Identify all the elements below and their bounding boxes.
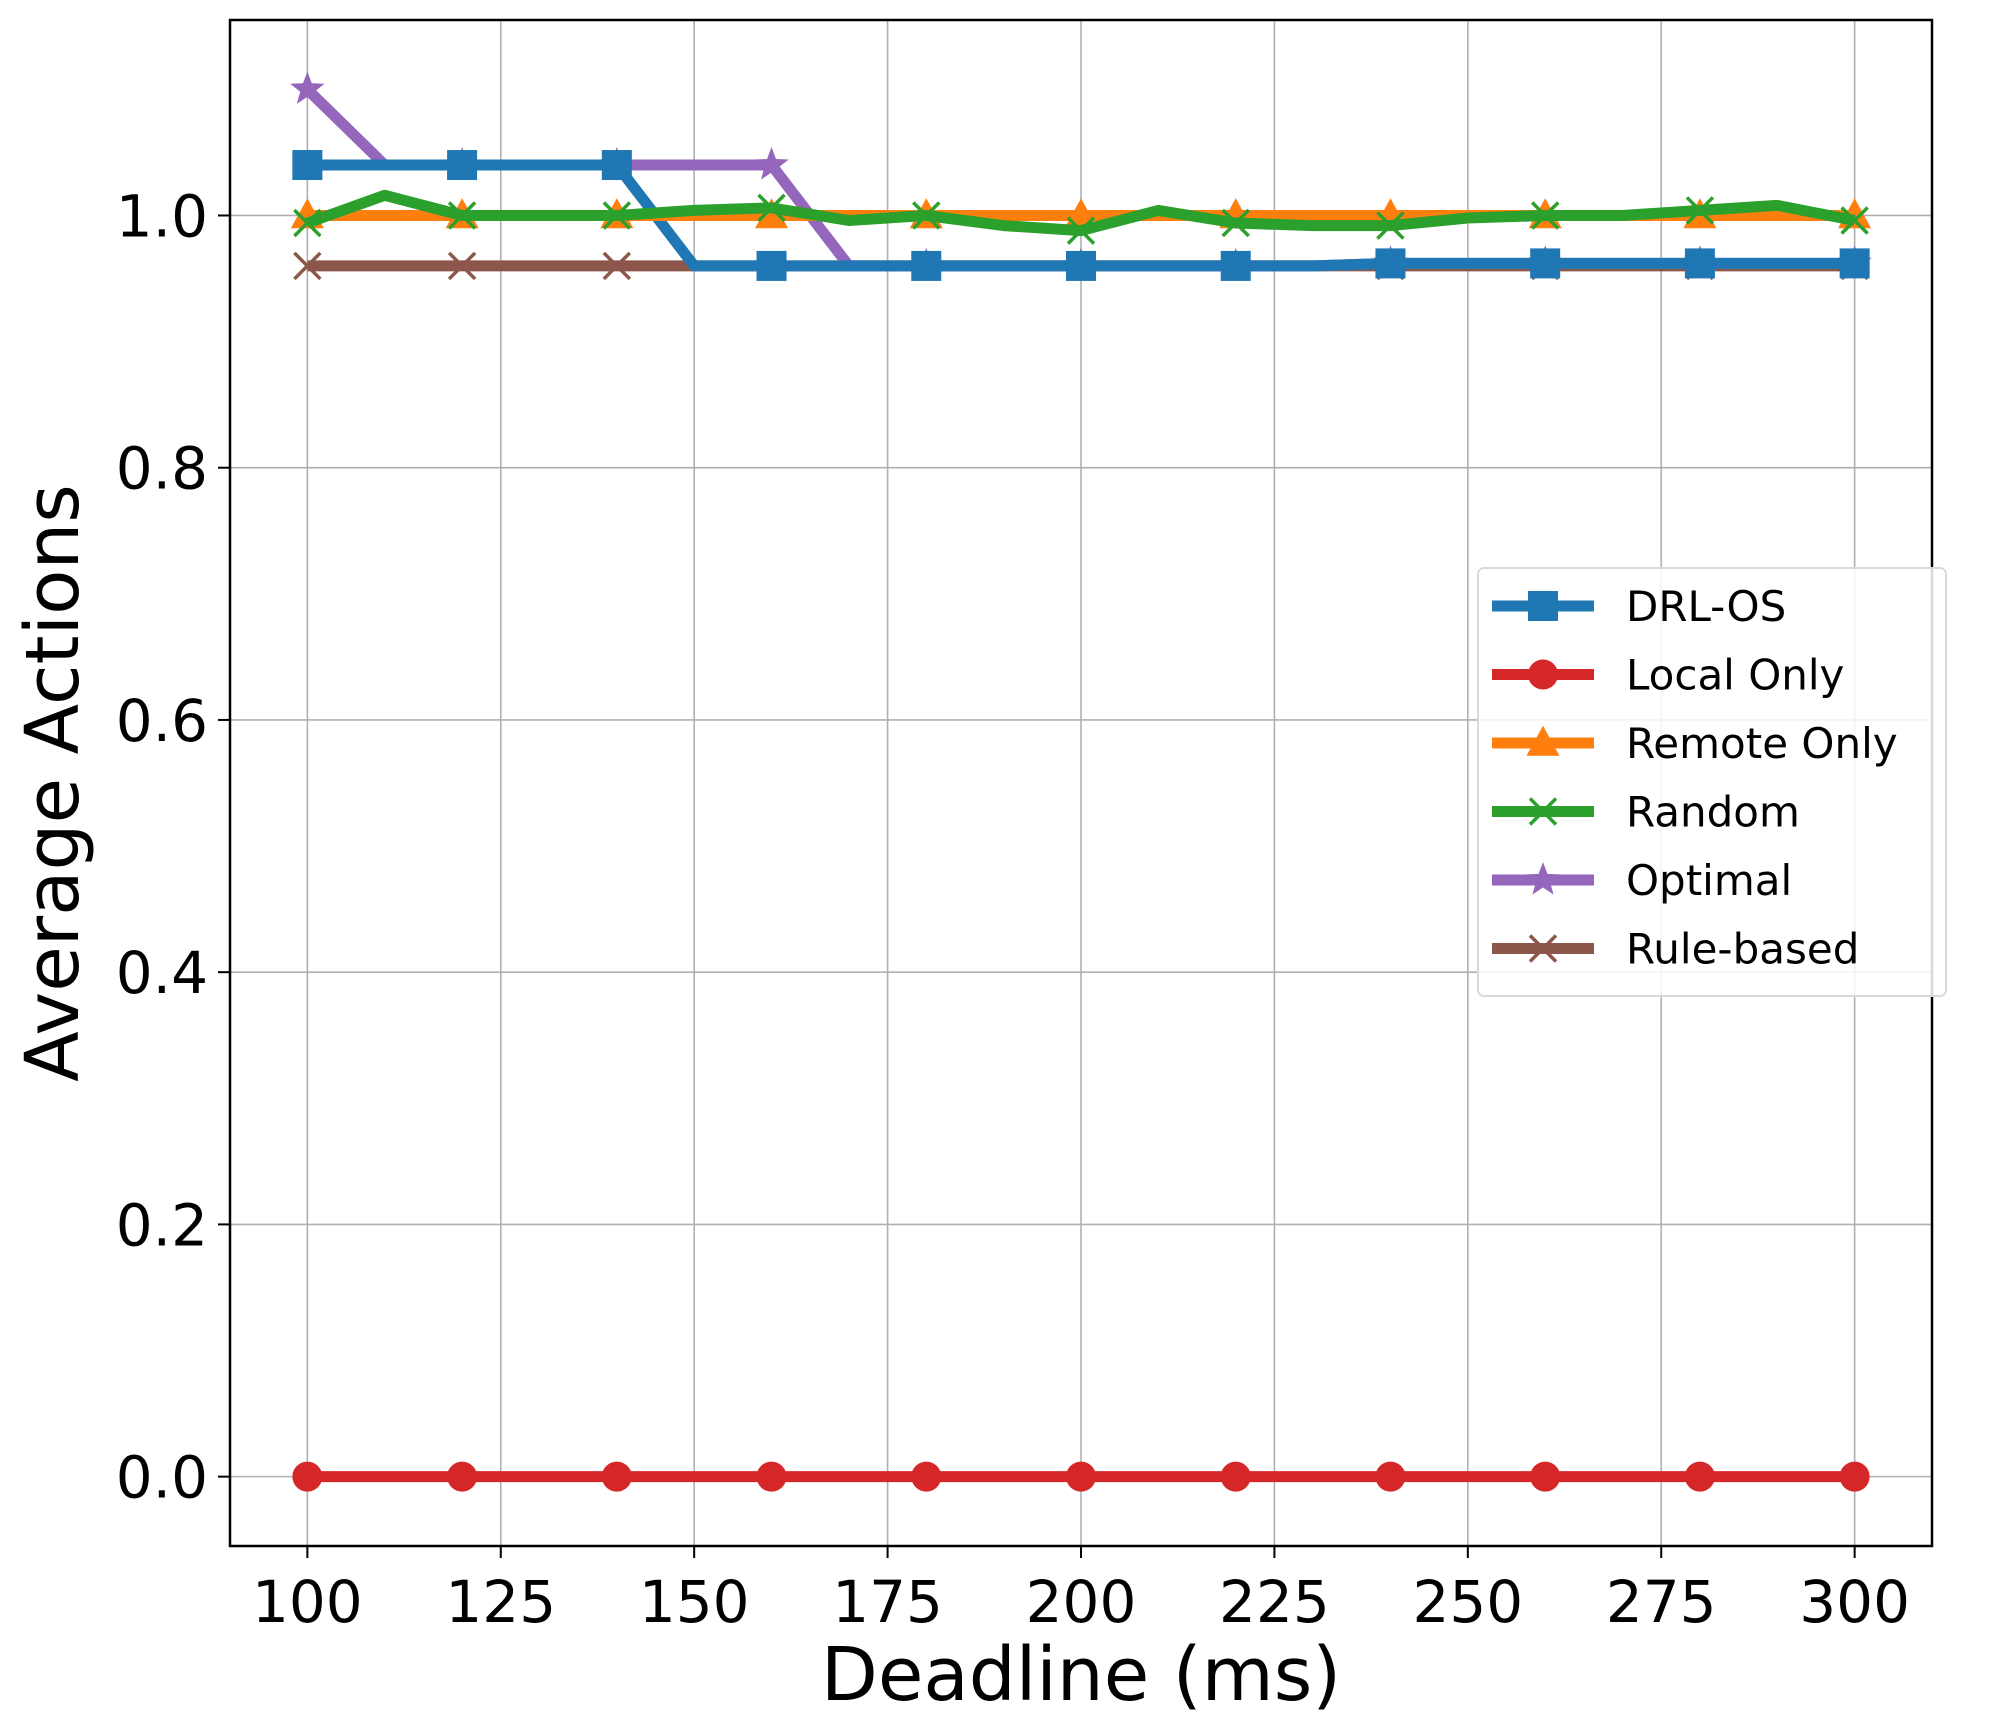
y-tick-label: 0.2 [116, 1191, 208, 1259]
data-point-random [447, 201, 477, 230]
series-group [290, 71, 1872, 1492]
y-tick-label: 1.0 [116, 182, 208, 250]
data-point-drl-os [601, 150, 632, 181]
legend-label-random: Random [1626, 788, 1800, 837]
data-point-local-only [292, 1461, 323, 1492]
data-point-local-only [756, 1461, 787, 1492]
x-tick-label: 300 [1799, 1568, 1910, 1636]
data-point-drl-os [1684, 248, 1715, 279]
data-point-random [602, 201, 632, 230]
legend-label-drl-os: DRL-OS [1626, 582, 1786, 631]
data-point-local-only [1375, 1461, 1406, 1492]
x-tick-label: 175 [832, 1568, 943, 1636]
data-point-rule-based [602, 251, 632, 281]
legend-marker-optimal [1525, 862, 1561, 895]
data-point-random [293, 208, 322, 238]
data-point-local-only [1684, 1461, 1715, 1492]
data-point-drl-os [292, 150, 323, 181]
series-random [293, 189, 1869, 245]
data-point-local-only [1066, 1461, 1096, 1492]
data-point-random [912, 201, 941, 230]
data-point-drl-os [756, 250, 787, 281]
x-axis-label: Deadline (ms) [821, 1632, 1341, 1718]
x-tick-label: 100 [252, 1568, 363, 1636]
y-tick-label: 0.0 [116, 1444, 208, 1512]
data-point-local-only [1220, 1461, 1251, 1492]
data-point-drl-os [1066, 250, 1096, 281]
axes-ticks: 100 125 150 175 200 225 250 275 300 0.0 0.2 0.4 0.6 0… [116, 182, 1910, 1636]
series-drl-os [292, 150, 1870, 281]
data-point-random [757, 193, 786, 223]
data-point-random [1530, 201, 1560, 230]
data-point-drl-os [1220, 250, 1251, 281]
y-tick-label: 0.4 [116, 939, 208, 1007]
data-point-local-only [447, 1461, 478, 1492]
data-point-random [1840, 206, 1869, 235]
data-point-local-only [911, 1461, 942, 1492]
x-tick-label: 275 [1606, 1568, 1717, 1636]
x-tick-label: 125 [445, 1568, 556, 1636]
legend: DRL-OS Local Only Remote Only Random Optimal… [1477, 567, 1947, 997]
legend-label-remote-only: Remote Only [1626, 719, 1898, 768]
data-point-local-only [1839, 1461, 1870, 1492]
y-tick-label: 0.6 [116, 687, 208, 755]
legend-marker-drl-os [1528, 591, 1558, 621]
data-point-random [1685, 196, 1715, 225]
y-tick-label: 0.8 [116, 435, 208, 503]
legend-marker-remote-only [1526, 725, 1560, 756]
data-point-local-only [1530, 1461, 1561, 1492]
data-point-optimal [290, 71, 325, 104]
legend-label-rule-based: Rule-based [1626, 925, 1859, 974]
data-point-drl-os [911, 250, 942, 281]
data-point-drl-os [1839, 248, 1870, 279]
data-point-optimal [754, 147, 789, 180]
data-point-drl-os [1375, 248, 1406, 279]
legend-marker-random [1528, 797, 1558, 826]
data-point-rule-based [447, 251, 477, 281]
legend-label-local-only: Local Only [1626, 651, 1844, 700]
series-local-only [292, 1461, 1870, 1492]
y-axis-label: Average Actions [10, 484, 96, 1082]
legend-marker-local-only [1528, 659, 1558, 690]
data-point-rule-based [293, 251, 322, 281]
x-tick-label: 150 [639, 1568, 750, 1636]
data-point-random [1221, 208, 1250, 238]
data-point-random [1066, 216, 1096, 245]
x-tick-label: 200 [1026, 1568, 1137, 1636]
legend-marker-rule-based [1528, 934, 1558, 963]
data-point-drl-os [447, 150, 478, 181]
x-tick-label: 250 [1412, 1568, 1523, 1636]
legend-frame [1477, 567, 1947, 997]
data-point-random [1376, 211, 1405, 240]
legend-label-optimal: Optimal [1626, 856, 1792, 905]
x-tick-label: 225 [1219, 1568, 1330, 1636]
data-point-drl-os [1530, 248, 1561, 279]
data-point-local-only [601, 1461, 632, 1492]
